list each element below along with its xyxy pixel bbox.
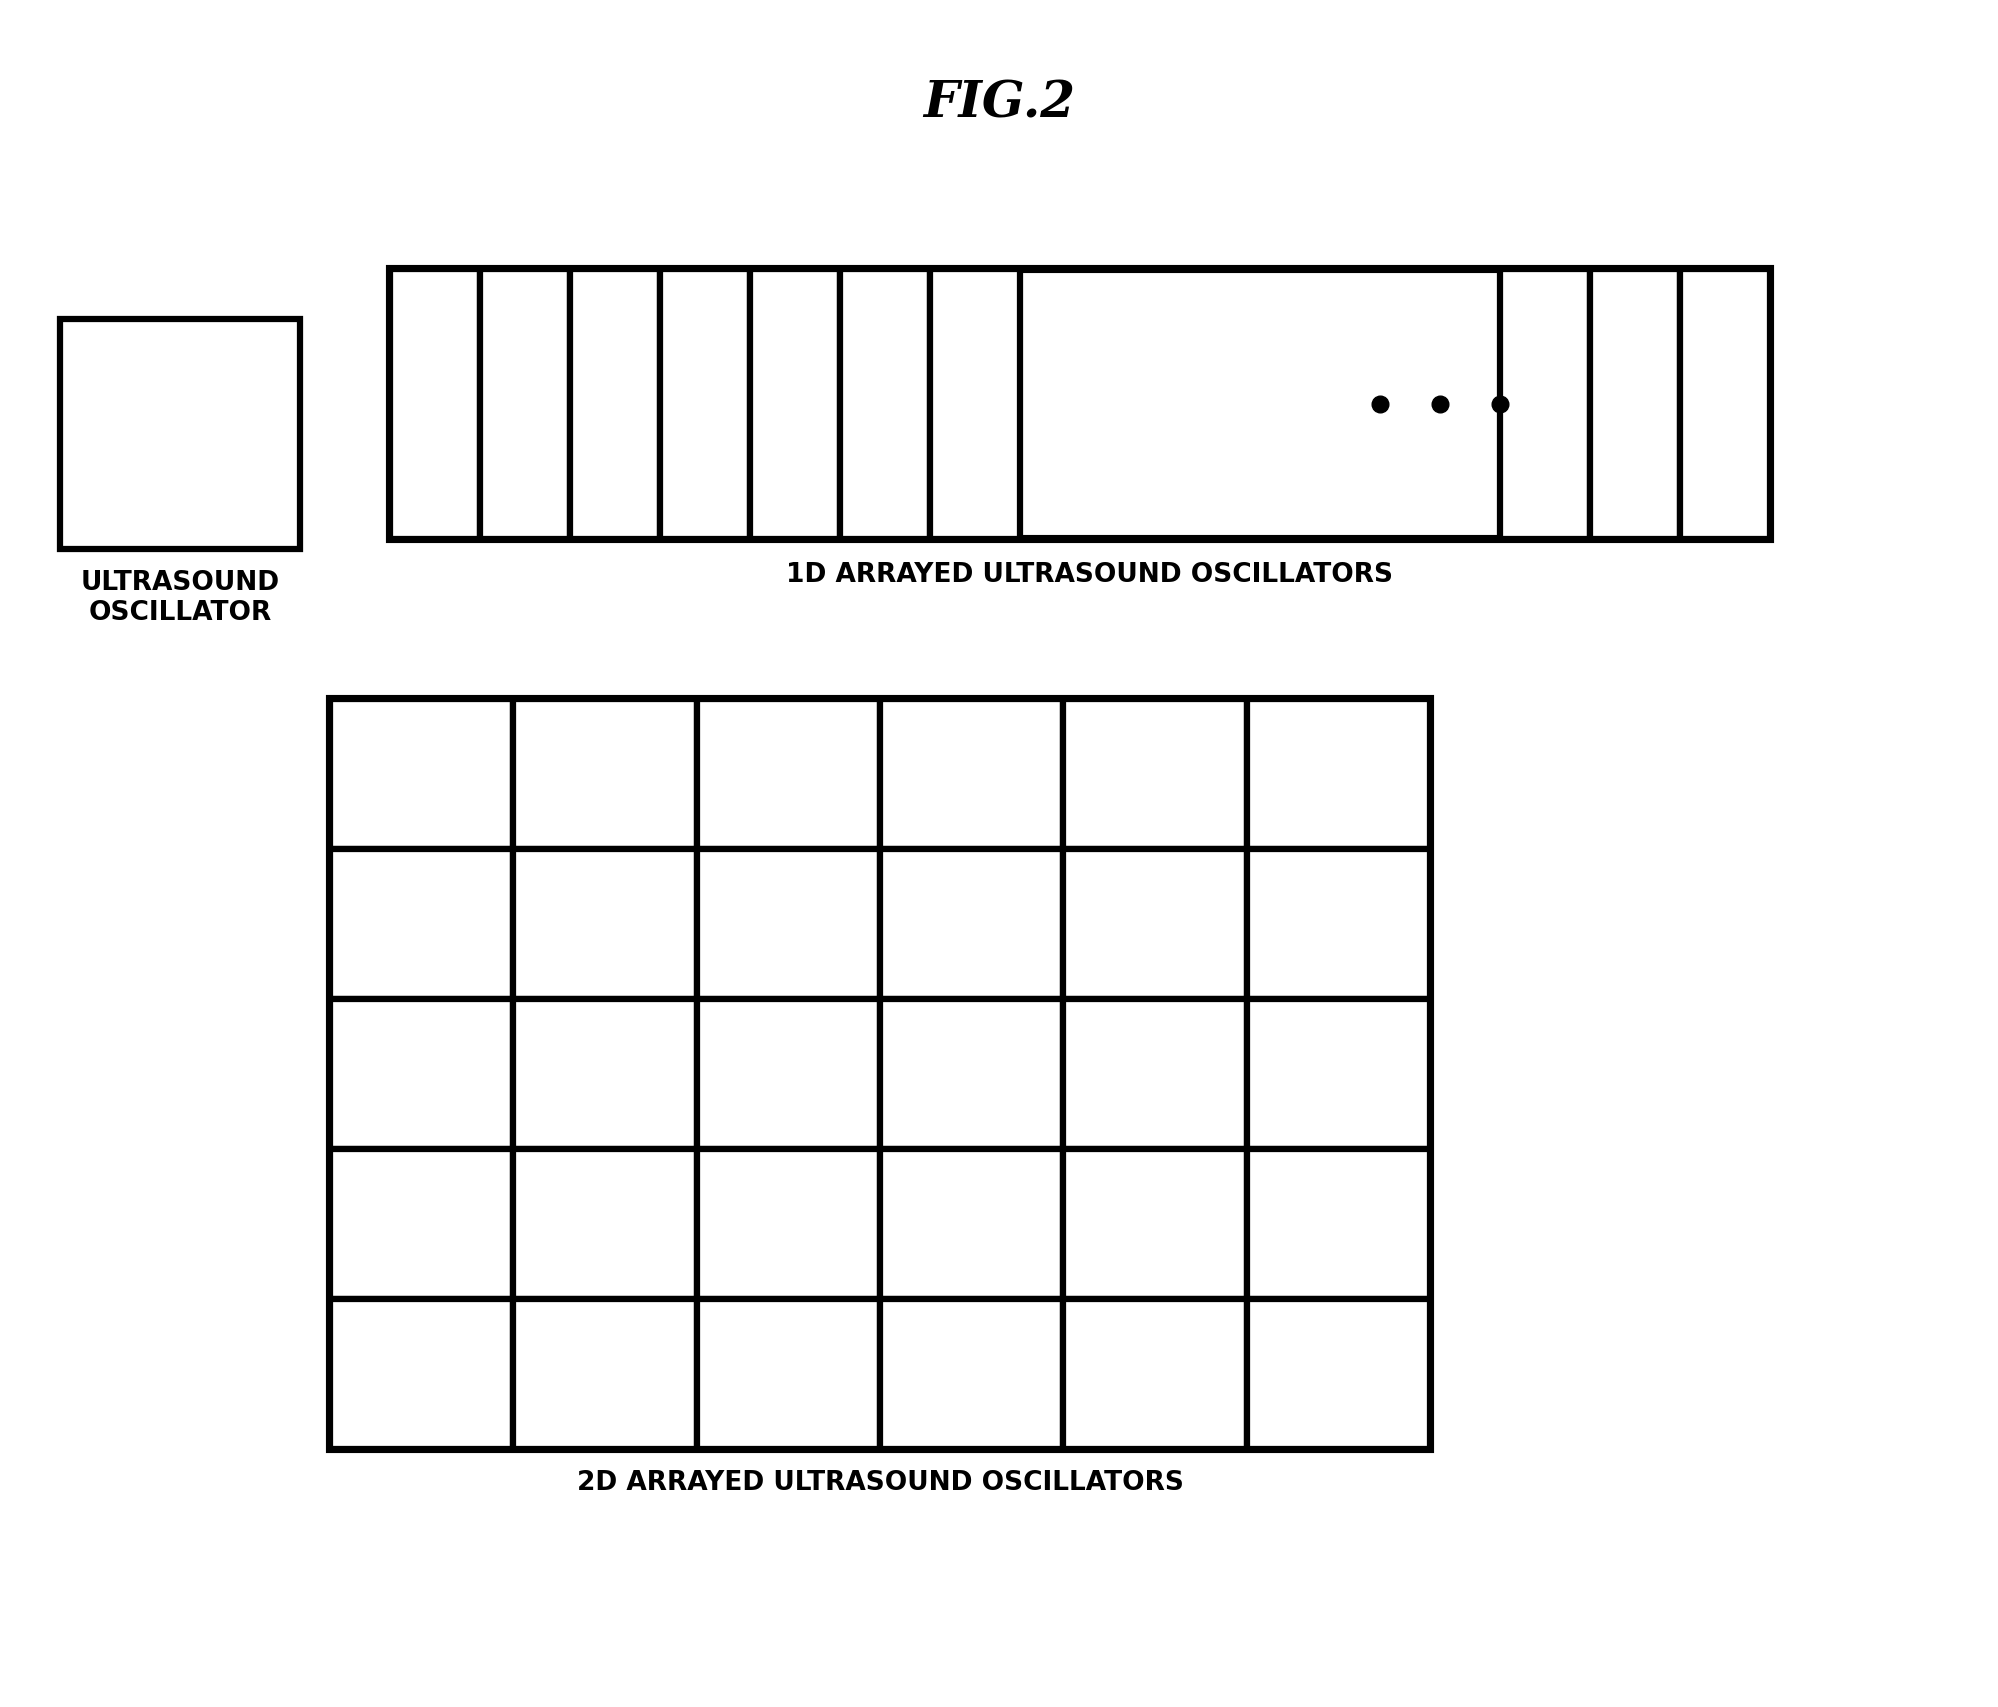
Bar bbox=[839, 270, 929, 539]
Bar bbox=[697, 1299, 879, 1449]
Bar bbox=[1680, 270, 1770, 539]
Bar bbox=[879, 1299, 1063, 1449]
Bar bbox=[513, 850, 697, 999]
Bar bbox=[1063, 1299, 1247, 1449]
Bar bbox=[697, 850, 879, 999]
Bar bbox=[1247, 850, 1431, 999]
Bar bbox=[513, 1149, 697, 1299]
Bar bbox=[929, 270, 1021, 539]
Bar bbox=[513, 999, 697, 1149]
Bar bbox=[659, 270, 749, 539]
Text: 2D ARRAYED ULTRASOUND OSCILLATORS: 2D ARRAYED ULTRASOUND OSCILLATORS bbox=[577, 1470, 1183, 1495]
Bar bbox=[697, 700, 879, 850]
Bar bbox=[1247, 1299, 1431, 1449]
Bar bbox=[390, 270, 1770, 539]
Bar bbox=[1500, 270, 1590, 539]
Text: 1D ARRAYED ULTRASOUND OSCILLATORS: 1D ARRAYED ULTRASOUND OSCILLATORS bbox=[787, 562, 1393, 587]
Bar bbox=[330, 700, 1431, 1449]
Bar bbox=[1063, 1149, 1247, 1299]
Bar bbox=[569, 270, 659, 539]
Bar bbox=[749, 270, 839, 539]
Bar bbox=[1247, 999, 1431, 1149]
Bar bbox=[1590, 270, 1680, 539]
Bar bbox=[879, 850, 1063, 999]
Bar bbox=[879, 999, 1063, 1149]
Bar bbox=[60, 319, 300, 550]
Bar bbox=[330, 1149, 513, 1299]
Bar bbox=[390, 270, 480, 539]
Bar bbox=[1063, 700, 1247, 850]
Bar bbox=[330, 850, 513, 999]
Bar bbox=[480, 270, 569, 539]
Bar bbox=[1063, 850, 1247, 999]
Bar bbox=[330, 999, 513, 1149]
Bar bbox=[330, 1299, 513, 1449]
Bar bbox=[1247, 700, 1431, 850]
Text: ULTRASOUND
OSCILLATOR: ULTRASOUND OSCILLATOR bbox=[80, 570, 280, 626]
Bar bbox=[513, 700, 697, 850]
Bar bbox=[697, 1149, 879, 1299]
Bar bbox=[879, 700, 1063, 850]
Bar bbox=[1247, 1149, 1431, 1299]
Bar bbox=[1063, 999, 1247, 1149]
Text: FIG.2: FIG.2 bbox=[923, 80, 1075, 130]
Bar bbox=[330, 700, 513, 850]
Bar bbox=[697, 999, 879, 1149]
Bar bbox=[513, 1299, 697, 1449]
Bar bbox=[879, 1149, 1063, 1299]
